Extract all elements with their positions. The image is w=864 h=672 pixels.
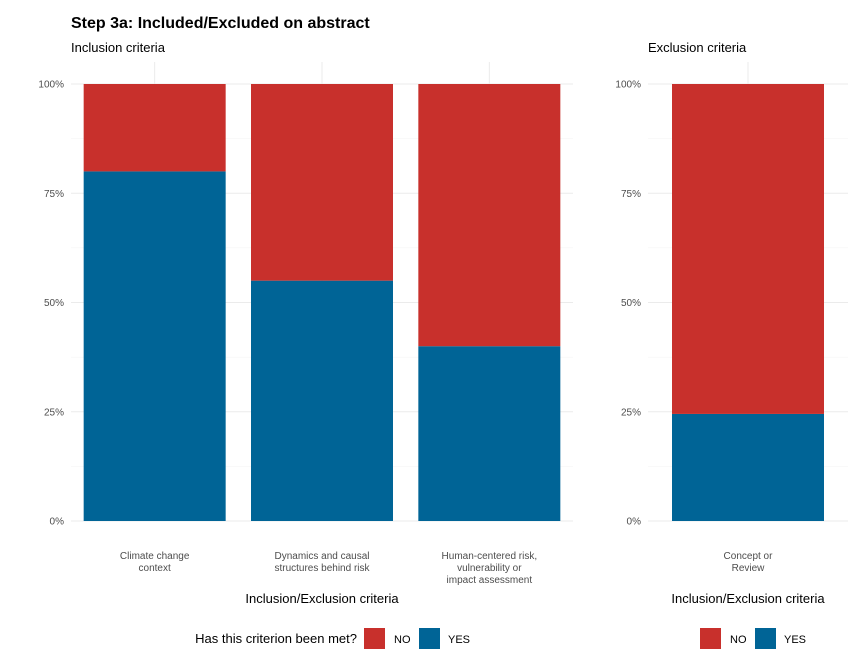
legend: NO YES: [700, 628, 806, 649]
bar-yes-1: [672, 413, 824, 521]
legend-label-no: NO: [394, 634, 411, 646]
bar-no-2: [251, 84, 393, 281]
bar-yes-2: [251, 280, 393, 521]
chart-panels: Inclusion criteria 0% 25% 50% 75% 100% Climate…: [38, 40, 848, 649]
legend-title: Has this criterion been met?: [195, 631, 357, 646]
y-tick-label: 100%: [615, 80, 641, 91]
legend-label-no: NO: [730, 634, 747, 646]
y-tick-label: 100%: [38, 80, 64, 91]
bar-yes-1: [83, 171, 226, 521]
x-tick-label: Concept or Review: [724, 551, 774, 574]
legend-label-yes: YES: [784, 634, 806, 646]
legend-key-yes: [755, 628, 776, 649]
y-tick-label: 50%: [44, 298, 64, 309]
legend-label-yes: YES: [448, 634, 470, 646]
legend-key-no: [364, 628, 385, 649]
y-tick-label: 0%: [627, 517, 642, 528]
x-axis-title: Inclusion/Exclusion criteria: [245, 591, 399, 606]
y-tick-label: 25%: [621, 407, 641, 418]
y-tick-label: 25%: [44, 407, 64, 418]
chart-title: Step 3a: Included/Excluded on abstract: [71, 15, 370, 32]
x-axis-title: Inclusion/Exclusion criteria: [671, 591, 825, 606]
y-tick-label: 75%: [621, 189, 641, 200]
y-tick-label: 50%: [621, 298, 641, 309]
bar-yes-3: [418, 346, 561, 521]
legend-key-yes: [419, 628, 440, 649]
bar-no-1: [672, 84, 824, 414]
x-tick-label: Dynamics and causal structures behind ris…: [274, 551, 370, 574]
panel-subtitle: Inclusion criteria: [71, 40, 166, 55]
x-tick-label: Climate change context: [120, 551, 190, 574]
bar-no-3: [418, 84, 561, 347]
chart-panel-2: Exclusion criteria 0% 25% 50% 75% 100% Concept…: [615, 40, 848, 649]
x-tick-label: Human-centered risk, vulnerability or impa…: [442, 551, 538, 586]
y-tick-label: 0%: [50, 517, 65, 528]
y-tick-label: 75%: [44, 189, 64, 200]
legend-key-no: [700, 628, 721, 649]
chart-panel-1: Inclusion criteria 0% 25% 50% 75% 100% Climate…: [38, 40, 573, 649]
legend: Has this criterion been met? NO YES: [195, 628, 470, 649]
bar-no-1: [83, 84, 226, 172]
panel-subtitle: Exclusion criteria: [648, 40, 747, 55]
